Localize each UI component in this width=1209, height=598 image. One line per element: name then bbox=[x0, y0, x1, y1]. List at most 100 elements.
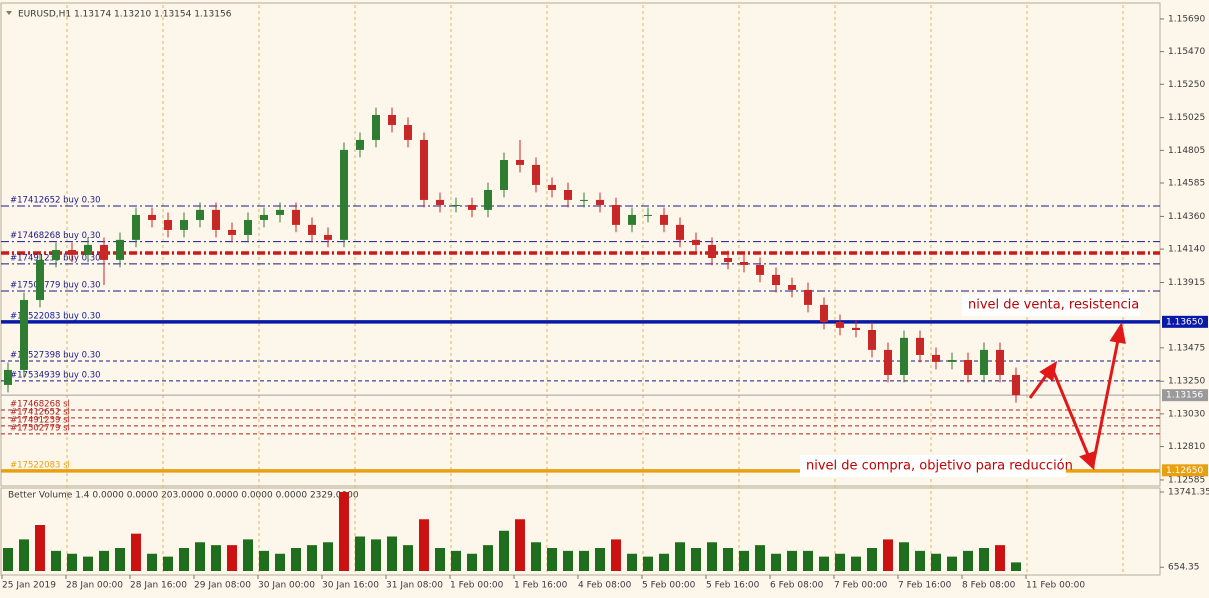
x-tick-label: 31 Jan 08:00 bbox=[386, 581, 443, 591]
volume-bar bbox=[675, 542, 685, 571]
volume-bar bbox=[899, 542, 909, 571]
volume-bar bbox=[467, 553, 477, 571]
volume-bar bbox=[115, 548, 125, 571]
annotation: nivel de venta, resistencia bbox=[968, 298, 1139, 313]
candle-body bbox=[212, 209, 220, 230]
volume-bar bbox=[963, 550, 973, 571]
candle-body bbox=[868, 329, 876, 350]
y-tick-label: 1.14805 bbox=[1168, 146, 1205, 156]
candle-body bbox=[4, 369, 12, 385]
candle-body bbox=[308, 224, 316, 235]
candle-body bbox=[948, 359, 956, 362]
candle-body bbox=[324, 234, 332, 240]
candle-body bbox=[180, 219, 188, 230]
volume-bar bbox=[435, 548, 445, 571]
arrow bbox=[1050, 367, 1090, 456]
volume-bar bbox=[403, 545, 413, 571]
volume-bar bbox=[979, 548, 989, 571]
x-tick-label: 7 Feb 00:00 bbox=[834, 581, 888, 591]
candle-body bbox=[612, 204, 620, 225]
candle-body bbox=[436, 199, 444, 205]
volume-bar bbox=[595, 548, 605, 571]
candle-body bbox=[996, 349, 1004, 375]
order-label: #17527398 buy 0.30 bbox=[10, 351, 101, 361]
volume-bar bbox=[867, 548, 877, 571]
order-label: #17522083 buy 0.30 bbox=[10, 311, 101, 321]
x-tick-label: 1 Feb 16:00 bbox=[514, 581, 568, 591]
candle-body bbox=[516, 160, 524, 165]
volume-bar bbox=[819, 556, 829, 571]
collapse-icon bbox=[6, 11, 12, 15]
x-tick-label: 5 Feb 00:00 bbox=[642, 581, 696, 591]
volume-bar bbox=[883, 539, 893, 571]
order-label: #17491239 sl bbox=[10, 415, 70, 425]
candle-body bbox=[820, 304, 828, 322]
candle-body bbox=[260, 214, 268, 220]
volume-bar bbox=[355, 536, 365, 571]
price-label: 1.12650 bbox=[1166, 466, 1203, 476]
candle-body bbox=[692, 239, 700, 245]
price-label: 1.13156 bbox=[1166, 391, 1203, 401]
volume-bar bbox=[483, 545, 493, 571]
candle-body bbox=[916, 337, 924, 355]
order-label: #17522083 sl bbox=[10, 460, 70, 470]
volume-bar bbox=[387, 536, 397, 571]
volume-bar bbox=[19, 539, 29, 571]
price-label: 1.13650 bbox=[1166, 317, 1203, 327]
volume-bar bbox=[755, 545, 765, 571]
candle-body bbox=[356, 139, 364, 150]
volume-bar bbox=[51, 550, 61, 571]
order-label: #17502779 sl bbox=[10, 423, 70, 433]
volume-bar bbox=[147, 553, 157, 571]
chart-title: EURUSD,H1 1.13174 1.13210 1.13154 1.1315… bbox=[18, 10, 232, 20]
arrow-head bbox=[1109, 322, 1126, 344]
volume-bar bbox=[259, 550, 269, 571]
x-tick-label: 6 Feb 08:00 bbox=[770, 581, 824, 591]
candle-body bbox=[164, 219, 172, 230]
candle-body bbox=[708, 244, 716, 258]
y-tick-label: 1.14140 bbox=[1168, 245, 1205, 255]
order-label: #17468268 sl bbox=[10, 400, 70, 410]
candle-body bbox=[884, 349, 892, 375]
y-tick-label: 1.13475 bbox=[1168, 343, 1205, 353]
x-tick-label: 4 Feb 08:00 bbox=[578, 581, 632, 591]
volume-bar bbox=[451, 550, 461, 571]
candle-body bbox=[372, 115, 380, 140]
candle-body bbox=[68, 249, 76, 255]
candle-body bbox=[228, 229, 236, 235]
candle-body bbox=[756, 264, 764, 275]
volume-bar bbox=[291, 548, 301, 571]
price-label-box bbox=[1162, 389, 1208, 402]
x-tick-label: 28 Jan 16:00 bbox=[130, 581, 187, 591]
volume-bar bbox=[547, 548, 557, 571]
x-tick-label: 25 Jan 2019 bbox=[2, 581, 56, 591]
candle-body bbox=[1012, 374, 1020, 396]
volume-bar bbox=[915, 550, 925, 571]
candle-body bbox=[100, 244, 108, 260]
volume-bar bbox=[419, 519, 429, 571]
candle-body bbox=[628, 214, 636, 225]
volume-bar bbox=[643, 556, 653, 571]
volume-bar bbox=[787, 550, 797, 571]
candle-body bbox=[292, 209, 300, 225]
candle-body bbox=[404, 124, 412, 140]
volume-bar bbox=[83, 556, 93, 571]
volume-bar bbox=[531, 542, 541, 571]
volume-bar bbox=[499, 530, 509, 571]
y-tick-label: 1.13030 bbox=[1168, 409, 1205, 419]
volume-bar bbox=[627, 553, 637, 571]
candle-body bbox=[116, 239, 124, 260]
y-tick-label: 1.13915 bbox=[1168, 278, 1205, 288]
candle-body bbox=[36, 259, 44, 301]
candle-body bbox=[276, 209, 284, 215]
candle-body bbox=[84, 244, 92, 255]
volume-bar bbox=[835, 553, 845, 571]
x-tick-label: 7 Feb 16:00 bbox=[898, 581, 952, 591]
v-tick-label: 654.35 bbox=[1168, 563, 1200, 573]
y-tick-label: 1.14360 bbox=[1168, 212, 1205, 222]
candle-body bbox=[452, 204, 460, 206]
arrow bbox=[1091, 339, 1120, 466]
y-tick-label: 1.14585 bbox=[1168, 179, 1205, 189]
volume-bar bbox=[227, 545, 237, 571]
candle-body bbox=[980, 349, 988, 375]
